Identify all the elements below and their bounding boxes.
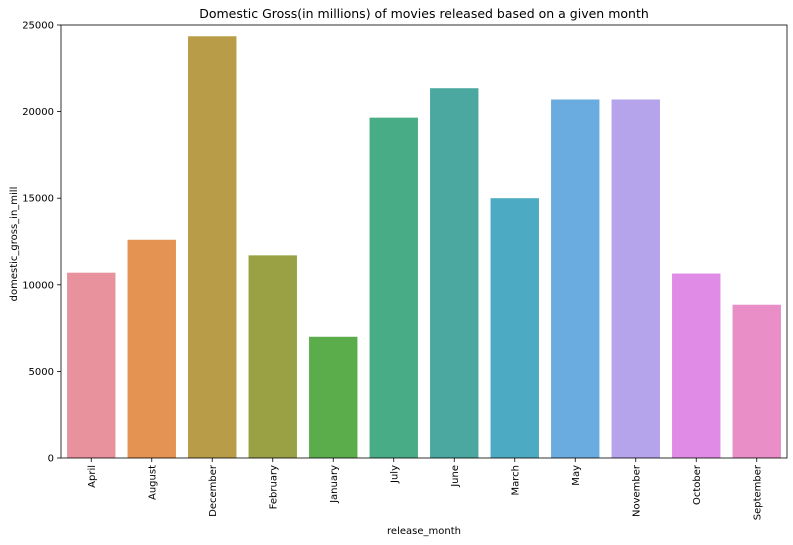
x-axis-label: release_month xyxy=(387,526,461,537)
x-tick-label: October xyxy=(692,464,703,505)
bar-december xyxy=(188,36,237,459)
x-axis: April August December February January July Ju… xyxy=(87,458,763,520)
bar-november xyxy=(611,99,660,458)
x-tick-label: March xyxy=(510,465,521,495)
bar-june xyxy=(430,88,479,458)
bar-february xyxy=(248,255,297,458)
y-tick-label: 5000 xyxy=(29,367,54,378)
bar-may xyxy=(551,99,600,458)
x-tick-label: September xyxy=(752,464,763,520)
bar-august xyxy=(127,239,176,458)
x-tick-label: December xyxy=(208,464,219,517)
axes-frame xyxy=(60,24,788,459)
y-axis-label: domestic_gross_in_mill xyxy=(9,187,20,302)
x-tick-label: January xyxy=(329,465,340,504)
chart-title: Domestic Gross(in millions) of movies re… xyxy=(199,6,649,21)
y-axis: 0 5000 10000 15000 20000 25000 xyxy=(22,21,61,465)
bar-july xyxy=(369,117,418,459)
bar-october xyxy=(672,273,721,458)
y-tick-label: 15000 xyxy=(22,194,54,205)
y-tick-label: 0 xyxy=(48,454,54,465)
bars-group xyxy=(67,36,781,459)
bar-march xyxy=(490,198,539,458)
bar-september xyxy=(732,304,781,458)
y-tick-label: 25000 xyxy=(22,21,54,32)
x-tick-label: July xyxy=(389,465,400,484)
x-tick-label: May xyxy=(571,465,582,486)
y-tick-label: 10000 xyxy=(22,280,54,291)
bar-april xyxy=(67,272,116,458)
x-tick-label: June xyxy=(450,465,461,488)
x-tick-label: November xyxy=(631,464,642,517)
bar-january xyxy=(309,336,358,458)
y-tick-label: 20000 xyxy=(22,107,54,118)
x-tick-label: August xyxy=(147,465,158,500)
x-tick-label: February xyxy=(268,465,279,509)
plot-border xyxy=(60,24,788,459)
x-tick-label: April xyxy=(87,465,98,488)
